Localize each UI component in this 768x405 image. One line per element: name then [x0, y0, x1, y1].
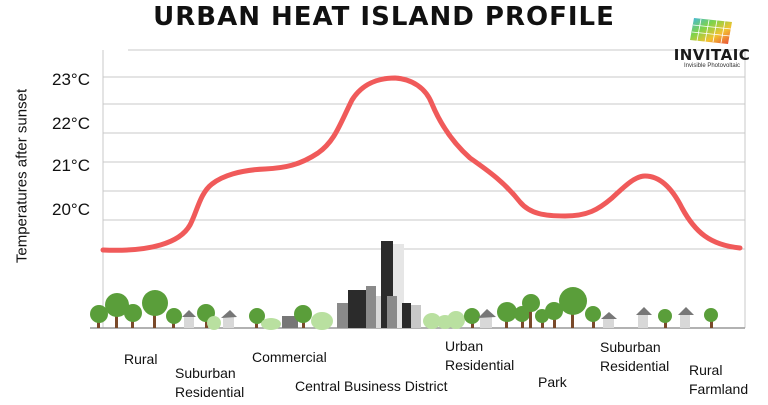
zone-label-line: Farmland	[689, 381, 749, 397]
zone-label-central-business-district: Central Business District	[295, 378, 448, 394]
zone-label-park: Park	[538, 374, 567, 390]
tick-22c: 22°C	[52, 114, 90, 133]
commercial-block	[249, 305, 333, 330]
zone-label-line: Urban	[445, 338, 484, 354]
park-trees	[497, 287, 601, 328]
landscape-silhouette	[90, 241, 718, 330]
zone-label-rural-farmland: Rural Farmland	[689, 361, 748, 399]
suburban-left-houses	[182, 304, 237, 330]
zone-label-line: Residential	[600, 358, 670, 374]
zone-label-line: Residential	[175, 384, 245, 400]
zone-label-suburban-residential-left: Suburban Residential	[175, 364, 244, 402]
logo-tagline: Invisible Photovoltaic	[683, 63, 741, 69]
zone-label-line: Residential	[445, 357, 515, 373]
zone-label-rural: Rural	[124, 351, 158, 367]
cbd-towers	[337, 241, 421, 328]
zone-label-commercial: Commercial	[252, 349, 327, 365]
grid-lines	[102, 49, 746, 328]
temperature-curve	[100, 75, 743, 253]
zone-label-suburban-residential-right: Suburban Residential	[600, 338, 669, 376]
urban-residential-block	[423, 308, 496, 329]
page-title: URBAN HEAT ISLAND PROFILE	[153, 2, 615, 32]
farmland-tree	[704, 308, 718, 328]
rural-trees	[90, 290, 182, 328]
suburban-right-houses	[601, 307, 694, 328]
zone-label-line: Suburban	[175, 365, 236, 381]
tick-23c: 23°C	[52, 70, 90, 89]
zone-label-line: Rural	[689, 362, 723, 378]
logo-name: INVITAIC	[673, 46, 751, 64]
tick-21c: 21°C	[52, 156, 90, 175]
tick-20c: 20°C	[52, 200, 90, 219]
solar-panel-icon	[690, 18, 732, 44]
zone-label-urban-residential: Urban Residential	[445, 337, 514, 375]
zone-label-line: Suburban	[600, 339, 661, 355]
invitaic-logo: INVITAIC Invisible Photovoltaic	[664, 16, 760, 74]
